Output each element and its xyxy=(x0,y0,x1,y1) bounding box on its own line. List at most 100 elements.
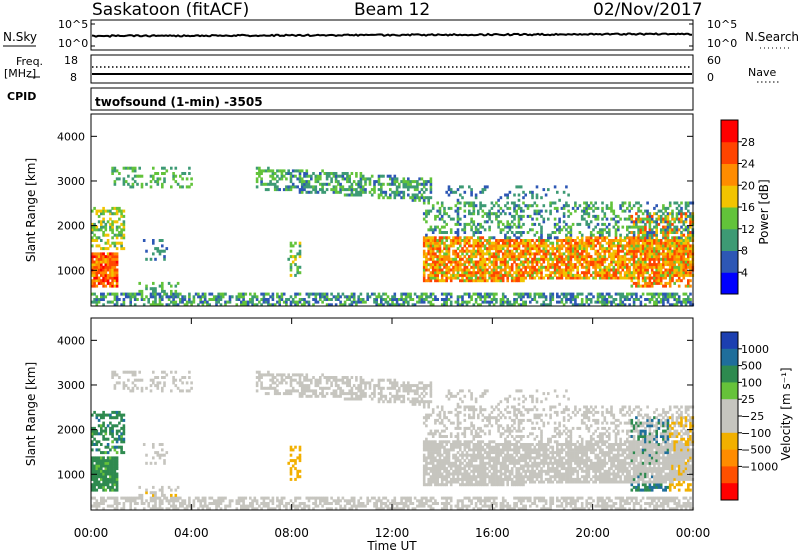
power-cell xyxy=(488,257,491,261)
power-cell xyxy=(587,276,591,280)
power-cell xyxy=(456,271,460,275)
power-cell xyxy=(120,236,123,240)
power-cell xyxy=(682,222,686,226)
power-cell xyxy=(111,276,114,280)
power-cell xyxy=(91,228,94,232)
power-cell xyxy=(100,247,103,251)
power-cell xyxy=(549,273,552,277)
power-cell xyxy=(601,217,604,221)
velocity-cell xyxy=(278,499,281,503)
velocity-cell xyxy=(93,426,96,430)
velocity-cell xyxy=(253,496,257,500)
velocity-cell xyxy=(389,392,392,396)
power-cell xyxy=(504,233,507,237)
power-cell xyxy=(472,303,476,307)
power-cell xyxy=(589,244,593,248)
power-cell xyxy=(91,281,94,285)
power-cell xyxy=(684,303,688,307)
power-cell xyxy=(565,295,568,299)
power-cell xyxy=(589,201,593,205)
power-cell xyxy=(431,271,435,275)
power-cell xyxy=(456,241,460,245)
velocity-cell xyxy=(373,504,376,508)
power-cell xyxy=(312,188,315,192)
power-cell xyxy=(517,206,521,210)
power-cell xyxy=(361,298,365,301)
power-cell xyxy=(621,295,625,299)
power-cell xyxy=(404,180,408,184)
power-cell xyxy=(181,298,184,301)
power-cell xyxy=(635,255,638,259)
power-cell xyxy=(671,239,674,242)
velocity-cell xyxy=(357,384,360,388)
velocity-cell xyxy=(95,488,99,492)
power-cell xyxy=(637,244,640,248)
power-cell xyxy=(623,217,627,221)
velocity-cell xyxy=(285,376,288,379)
velocity-cell xyxy=(359,389,363,393)
power-cell xyxy=(592,209,595,213)
power-cell xyxy=(465,303,469,307)
power-cell xyxy=(111,206,114,210)
power-cell xyxy=(641,276,645,280)
power-cell xyxy=(418,196,421,200)
power-cell xyxy=(508,212,512,216)
power-cell xyxy=(637,273,640,277)
velocity-cell xyxy=(104,429,108,433)
power-cell xyxy=(646,209,649,213)
power-cell xyxy=(594,244,597,248)
power-cell xyxy=(93,206,96,210)
velocity-cell xyxy=(203,496,207,500)
power-cell xyxy=(465,201,469,205)
velocity-cell xyxy=(120,451,123,455)
power-cell xyxy=(474,244,478,248)
power-cell xyxy=(596,298,600,301)
power-cell xyxy=(655,247,658,251)
power-cell xyxy=(508,236,512,240)
velocity-cell xyxy=(95,475,99,479)
power-cell xyxy=(533,241,537,245)
power-cell xyxy=(488,273,491,277)
velocity-cell xyxy=(118,410,121,414)
velocity-cell xyxy=(346,381,349,385)
power-cell xyxy=(648,225,652,229)
power-cell xyxy=(445,303,448,307)
power-cell xyxy=(637,247,640,251)
power-cell xyxy=(583,247,586,251)
power-cell xyxy=(668,252,672,256)
power-cell xyxy=(427,228,430,232)
velocity-cell xyxy=(113,483,117,487)
velocity-cell xyxy=(174,378,178,382)
power-cell xyxy=(628,303,631,307)
velocity-cell xyxy=(118,445,121,449)
velocity-cell xyxy=(310,394,313,398)
power-cell xyxy=(644,263,647,267)
power-cell xyxy=(298,188,302,192)
power-cell xyxy=(641,225,645,229)
power-cell xyxy=(499,228,503,232)
power-cell xyxy=(583,257,586,261)
power-cell xyxy=(632,239,636,242)
power-cell xyxy=(687,265,690,269)
power-cell xyxy=(501,252,505,256)
power-cell xyxy=(673,263,676,267)
power-cell xyxy=(145,295,148,299)
power-cell xyxy=(556,236,559,240)
power-cell xyxy=(617,257,620,261)
velocity-cell xyxy=(215,502,218,505)
power-cell xyxy=(486,220,489,224)
velocity-cell xyxy=(348,378,351,382)
power-cell xyxy=(519,292,523,296)
power-cell xyxy=(675,303,679,307)
power-cell xyxy=(662,252,665,256)
velocity-cell xyxy=(341,378,345,382)
power-cell xyxy=(664,231,667,234)
power-cell xyxy=(183,303,187,307)
power-cell xyxy=(468,239,471,242)
power-cell xyxy=(470,298,473,301)
power-cell xyxy=(522,209,525,213)
power-cell xyxy=(298,190,302,194)
power-cell xyxy=(614,298,618,301)
power-cell xyxy=(551,231,555,234)
nsearch-tick-low: 10^0 xyxy=(707,37,738,50)
